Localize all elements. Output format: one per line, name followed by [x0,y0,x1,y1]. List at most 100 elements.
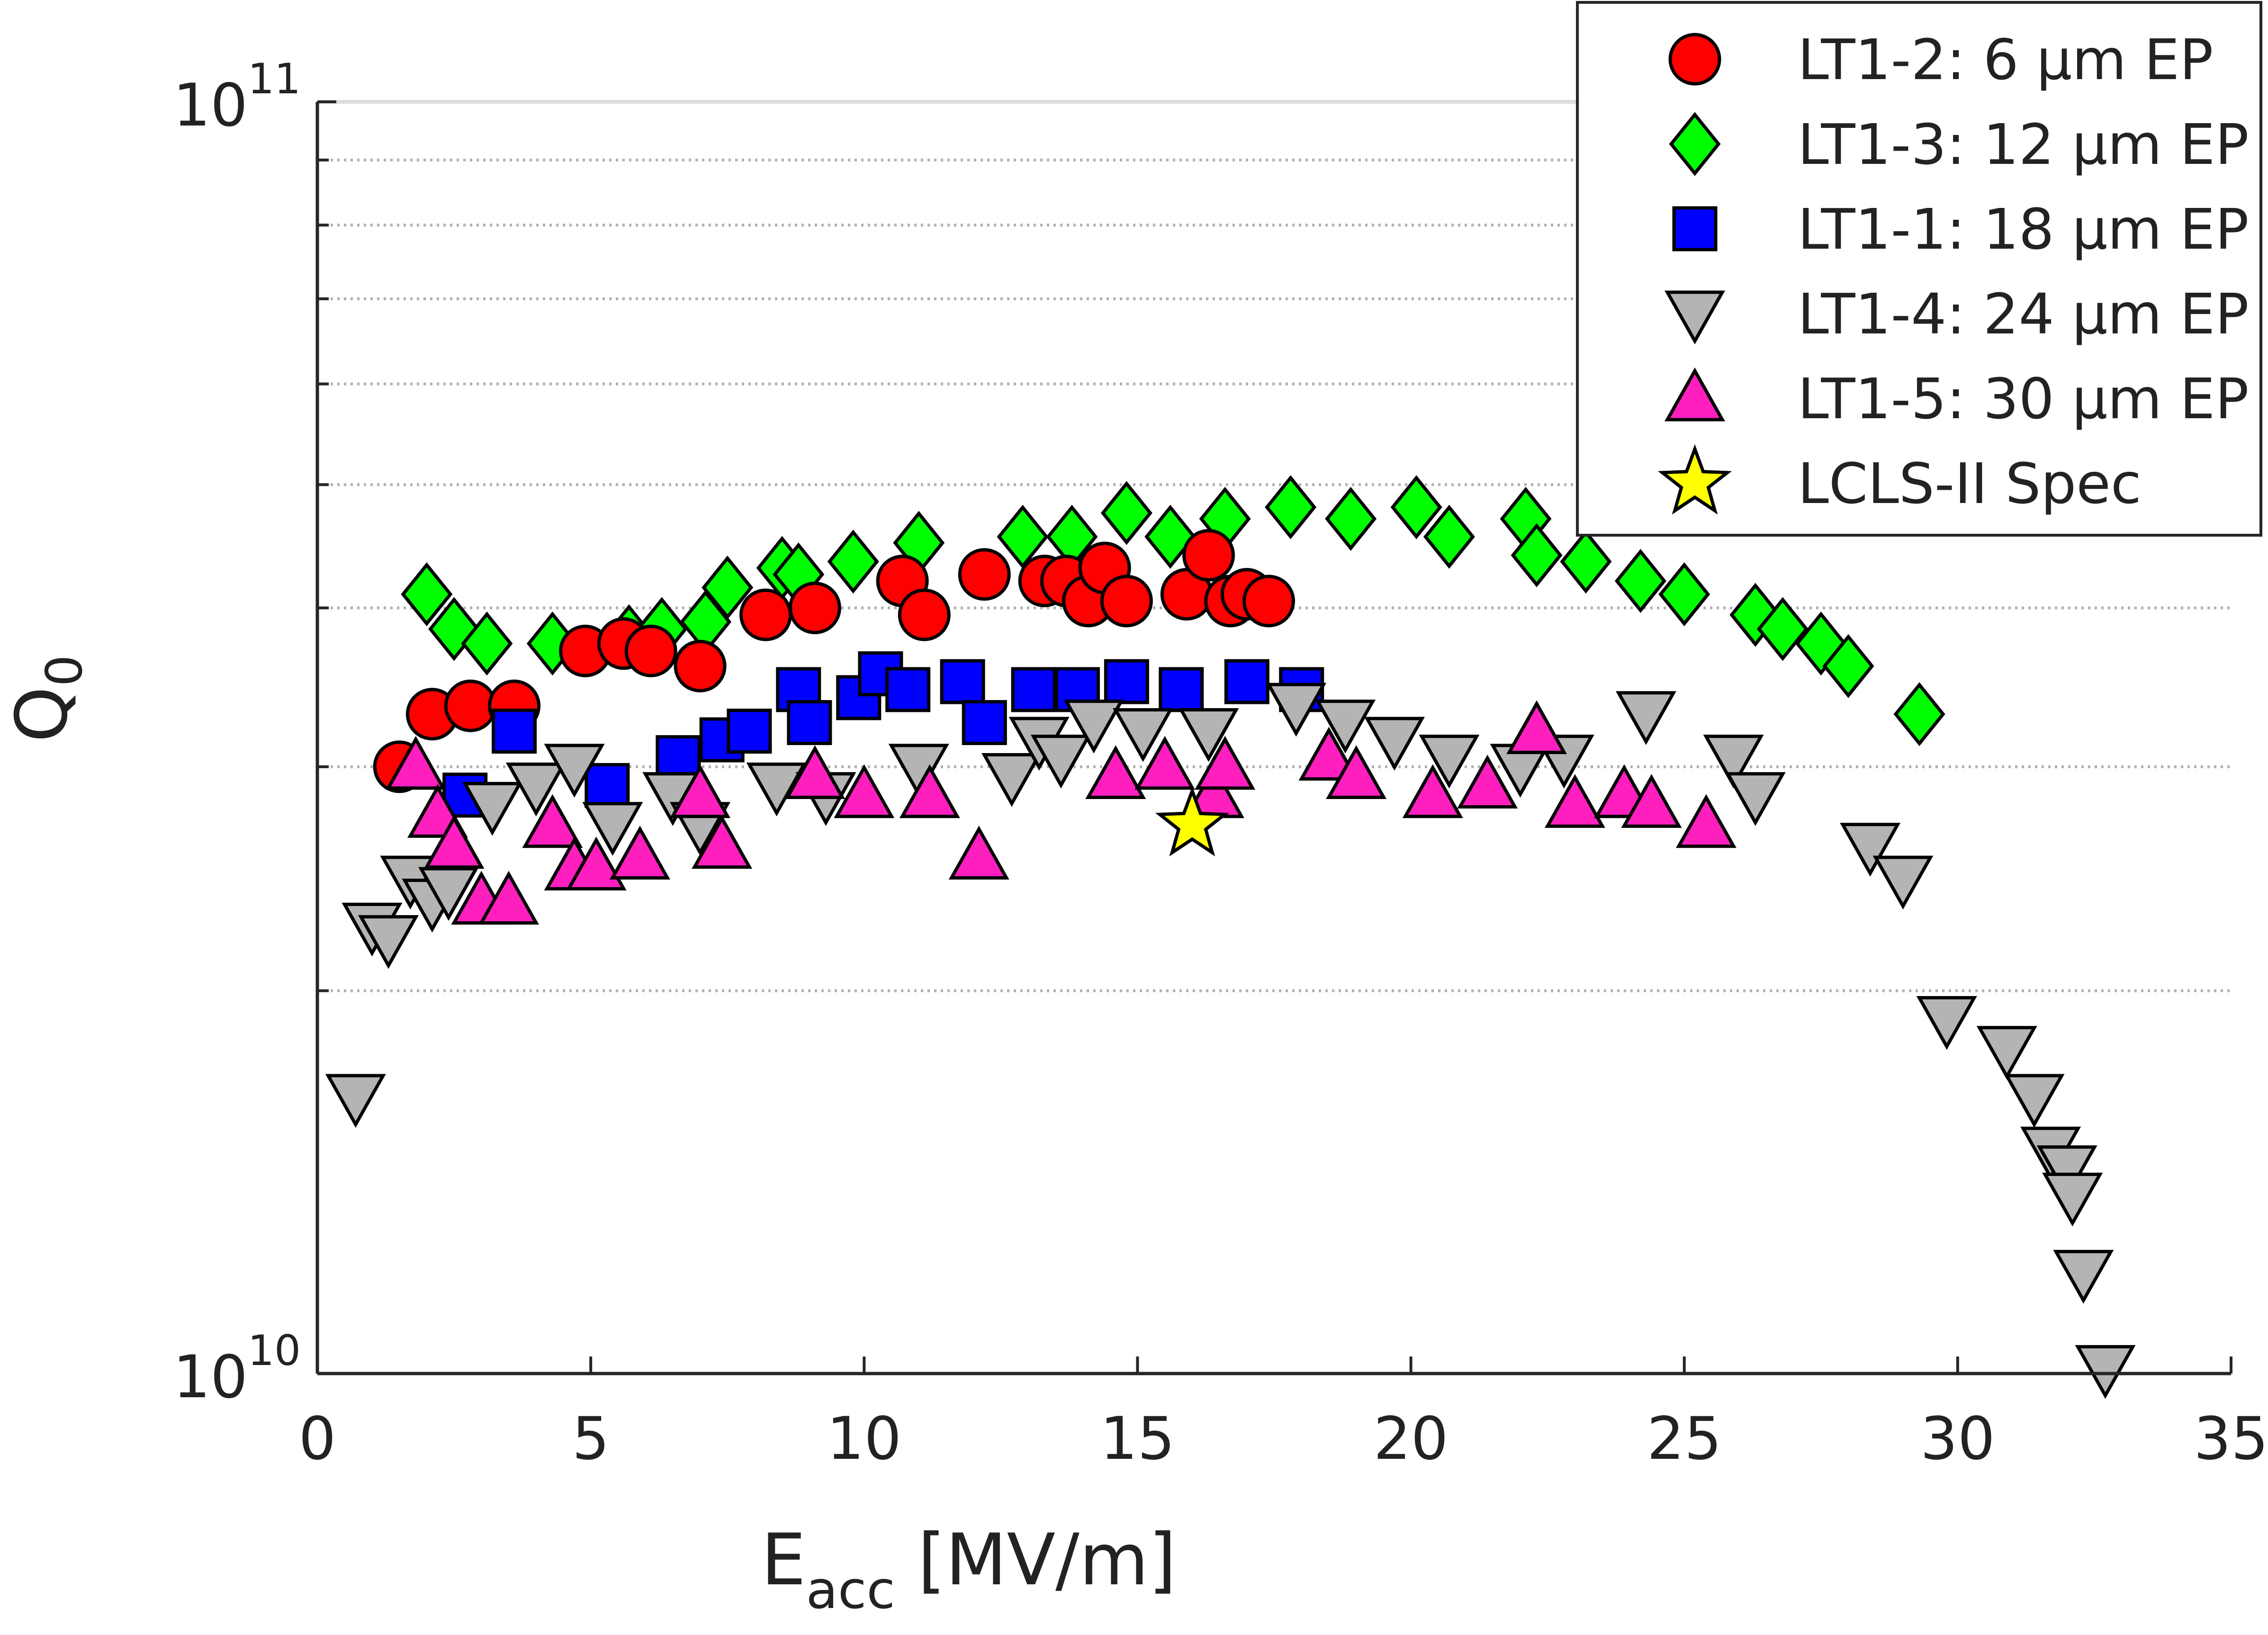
series-triangle-down [325,683,2136,1399]
data-point [958,548,1011,601]
data-point [1511,523,1563,587]
data-point [898,588,951,641]
data-point [788,581,841,634]
data-point [423,815,485,869]
legend-box [1576,1,2262,537]
data-point [1266,683,1327,737]
legend-label: LCLS-II Spec [1798,451,2142,516]
series-diamond [401,475,1945,746]
data-point [1560,530,1612,594]
data-point [522,794,583,848]
data-point [1390,475,1442,539]
series-circle [373,529,1295,793]
data-point [997,504,1049,569]
data-point [746,762,807,817]
data-point [478,871,539,925]
data-point [1134,736,1196,790]
x-axis-label-main: E [761,1519,806,1601]
data-point [1756,597,1809,661]
data-point [1916,996,1977,1050]
data-point [401,562,453,627]
data-point [462,782,523,836]
data-point [1872,855,1934,910]
data-point [670,764,730,818]
legend: LT1-2: 6 μm EP LT1-3: 12 μm EP LT1-1: 18 μ… [1576,1,2262,537]
data-point [834,764,895,818]
data-point [899,764,960,818]
data-point [2036,1145,2097,1199]
data-point [1822,634,1874,698]
x-tick-label: 5 [572,1405,610,1473]
data-point [940,659,985,704]
data-point [1063,700,1125,754]
data-point [1621,774,1682,828]
x-tick-label: 35 [2194,1405,2268,1473]
data-point [1419,735,1480,789]
y-axis-label-main: Q [1,686,83,742]
data-point [1544,774,1605,828]
data-point [1182,529,1235,582]
data-point [1703,735,1764,789]
x-tick-label: 0 [299,1405,336,1473]
data-point [1265,475,1317,539]
data-point [656,735,701,781]
data-point [1326,745,1387,800]
data-point [1155,786,1229,857]
legend-marker [1668,33,1721,86]
axes: 0 5 10 15 20 25 30 35 1010 1011 [173,54,2268,1473]
data-point [739,588,792,641]
data-point [2042,1172,2103,1227]
data-point [1364,717,1425,771]
data-point [1100,481,1152,545]
x-axis-label: Eacc [MV/m] [761,1519,1177,1620]
data-point [1614,549,1666,613]
data-point [1506,700,1567,755]
y-axis-label: Q0 [1,655,93,743]
data-point [2075,1345,2136,1399]
data-point [2004,1074,2065,1128]
series-square [442,651,1324,818]
x-tick-label: 25 [1647,1405,1722,1473]
data-point [1423,504,1475,569]
data-point [1195,736,1256,790]
data-point [692,815,753,869]
legend-marker [1665,367,1725,422]
legend-marker [1672,206,1718,252]
legend-marker [1657,444,1732,515]
y-tick-label: 1010 [173,1326,301,1411]
data-point [1242,575,1295,628]
data-point [358,915,419,969]
data-point [1224,659,1269,704]
data-point [885,667,931,712]
data-point [610,826,671,880]
legend-label: LT1-5: 30 μm EP [1798,366,2249,431]
x-tick-label: 20 [1374,1405,1449,1473]
x-tick-label: 15 [1100,1405,1175,1473]
data-points [325,475,2136,1399]
data-point [1104,659,1149,704]
data-point [787,700,832,746]
x-tick-label: 10 [827,1405,901,1473]
legend-marker [1669,112,1721,176]
data-point [1085,745,1146,800]
series-triangle-up [385,700,1737,925]
data-point [444,679,497,732]
data-point [1325,486,1377,551]
data-point [1725,772,1786,826]
data-point [1178,708,1239,762]
y-tick-label: 1011 [173,54,301,140]
legend-marker [1665,290,1725,345]
data-point [1159,667,1204,712]
y-axis-label-sub: 0 [36,655,93,687]
data-point [1402,764,1463,818]
data-point [1658,562,1710,627]
data-point [962,700,1007,746]
x-axis-label-sub: acc [806,1560,895,1620]
data-point [582,802,643,856]
data-point [492,709,537,754]
data-point [1030,735,1091,789]
data-point [1298,727,1359,781]
data-point [544,744,605,798]
data-point [566,836,627,891]
